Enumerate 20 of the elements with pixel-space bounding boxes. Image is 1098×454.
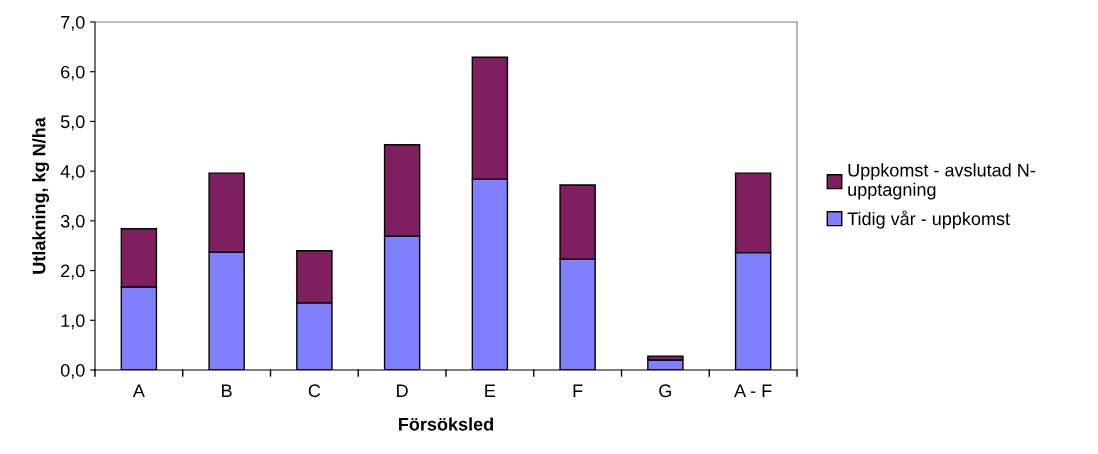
x-tick-label: C (308, 384, 321, 398)
y-tick-label: 5,0 (60, 115, 85, 131)
y-tick-label: 4,0 (60, 165, 85, 180)
y-tick-label: 0,0 (60, 363, 85, 379)
y-tick-label: 1,0 (61, 314, 85, 330)
x-tick-label: F (573, 384, 583, 397)
x-axis-title: Försöksled (399, 417, 493, 431)
y-tick-label: 6,0 (61, 65, 85, 81)
x-tick-label: E (485, 384, 496, 397)
legend-label: Uppkomst - avslutad N-upptagning (848, 163, 1035, 200)
y-axis-title: Utlakning, kg N/ha (32, 117, 50, 274)
x-tick-label: A (132, 384, 145, 397)
x-tick-label: G (659, 384, 672, 398)
x-tick-label: D (397, 384, 408, 397)
legend-label: Tidig vår - uppkomst (847, 210, 1010, 229)
y-tick-label: 7,0 (61, 15, 85, 31)
y-tick-label: 3,0 (60, 214, 85, 230)
y-tick-label: 2,0 (61, 264, 85, 280)
x-tick-label: B (222, 384, 232, 397)
x-tick-label: A - F (734, 384, 772, 397)
